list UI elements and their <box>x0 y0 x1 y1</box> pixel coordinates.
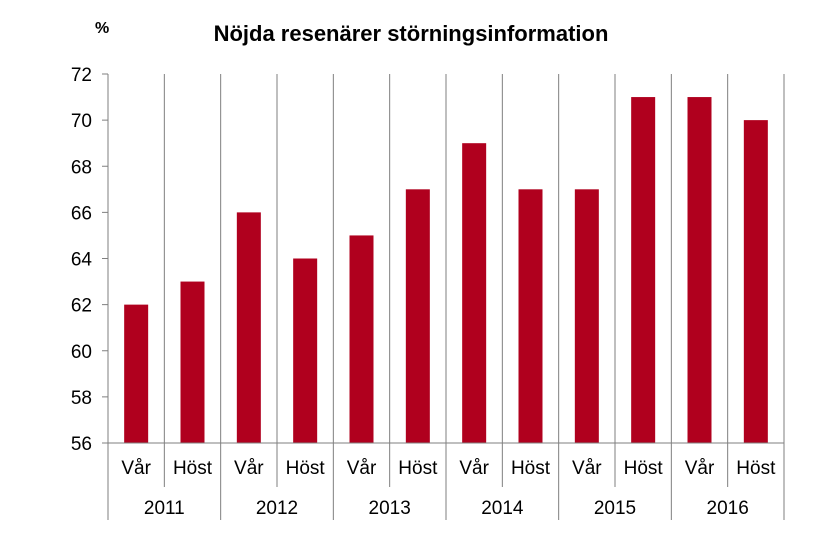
category-label: Höst <box>511 458 551 479</box>
bar <box>293 258 318 443</box>
category-label: Höst <box>286 458 326 479</box>
y-tick-label: 70 <box>71 111 92 132</box>
category-label: Vår <box>459 458 489 479</box>
year-labels: 2011 2012 2013 2014 2015 2016 <box>144 498 749 519</box>
bar <box>462 143 487 443</box>
y-axis-unit: % <box>95 20 109 37</box>
axes-lines <box>107 74 785 520</box>
bar <box>405 189 430 443</box>
y-tick-label: 56 <box>71 434 92 455</box>
year-label: 2012 <box>256 498 298 519</box>
category-label: Vår <box>685 458 715 479</box>
bars-group <box>124 97 768 443</box>
bar <box>631 97 656 443</box>
category-label: Vår <box>121 458 151 479</box>
year-label: 2015 <box>594 498 636 519</box>
category-label: Höst <box>624 458 664 479</box>
y-tick-label: 62 <box>71 296 92 317</box>
category-label: Höst <box>736 458 776 479</box>
year-label: 2013 <box>369 498 411 519</box>
bar <box>743 120 768 443</box>
year-label: 2011 <box>144 498 185 519</box>
bar <box>124 304 149 443</box>
bar <box>349 235 374 443</box>
y-tick-label: 58 <box>71 388 92 409</box>
bar <box>236 212 261 443</box>
category-label: Vår <box>572 458 602 479</box>
category-label: Höst <box>173 458 213 479</box>
y-tick-label: 64 <box>71 250 93 271</box>
year-label: 2014 <box>481 498 524 519</box>
y-tick-label: 60 <box>71 342 92 363</box>
y-tick-label: 66 <box>71 203 92 224</box>
category-label: Vår <box>234 458 264 479</box>
year-label: 2016 <box>707 498 749 519</box>
bar <box>687 97 712 443</box>
y-tick-label: 72 <box>71 65 92 86</box>
bar <box>180 281 205 443</box>
y-axis: 56 58 60 62 64 66 68 70 72 <box>71 65 108 455</box>
chart-title: Nöjda resenärer störningsinformation <box>214 21 609 46</box>
bar <box>518 189 543 443</box>
bar <box>574 189 599 443</box>
category-labels: Vår Höst Vår Höst Vår Höst Vår Höst Vår Höst Vår Hö… <box>121 458 776 479</box>
y-tick-label: 68 <box>71 157 92 178</box>
category-label: Vår <box>347 458 377 479</box>
category-label: Höst <box>398 458 438 479</box>
